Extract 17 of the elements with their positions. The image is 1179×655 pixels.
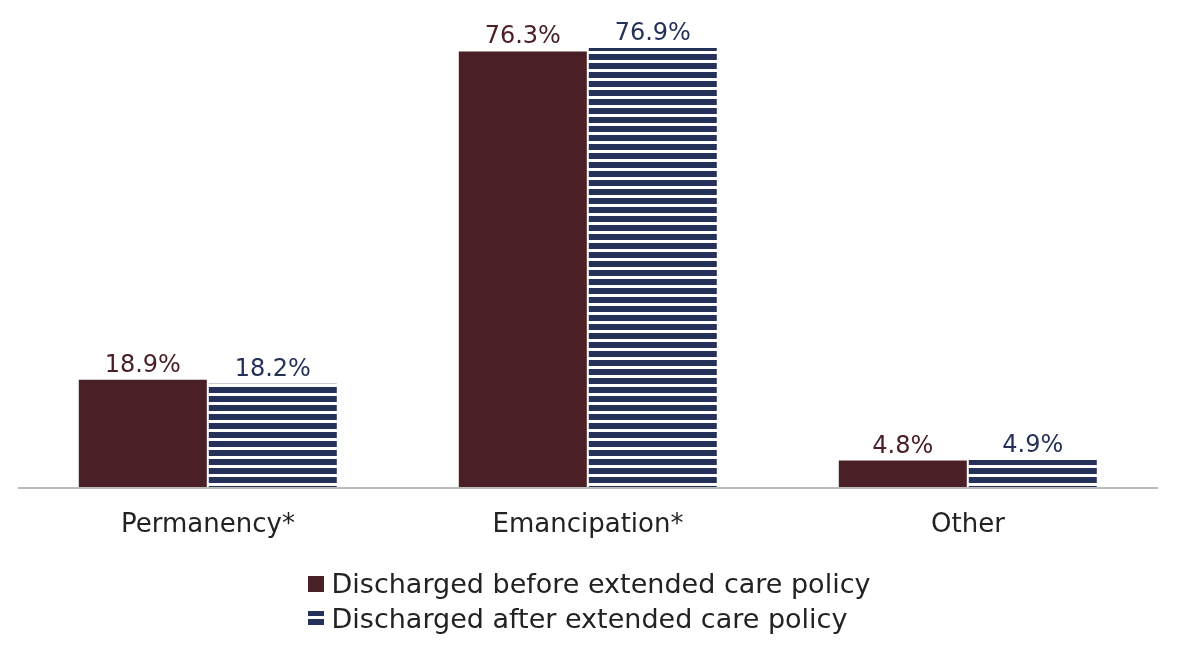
bar <box>208 383 337 488</box>
bar <box>458 51 587 488</box>
data-label: 18.2% <box>234 353 311 382</box>
data-label: 76.9% <box>614 18 691 46</box>
x-tick-label: Permanency* <box>121 508 295 539</box>
bar <box>968 459 1097 488</box>
x-tick-label: Emancipation* <box>492 508 684 539</box>
x-tick-label: Other <box>931 508 1006 539</box>
data-label: 76.3% <box>484 21 561 50</box>
bar <box>78 379 207 488</box>
legend-label: Discharged before extended care policy <box>331 568 871 599</box>
data-label: 4.8% <box>872 430 934 459</box>
legend-label: Discharged after extended care policy <box>331 603 848 634</box>
bar <box>838 460 967 488</box>
data-label: 18.9% <box>104 349 181 378</box>
bar <box>588 48 717 488</box>
data-label: 4.9% <box>1002 429 1064 458</box>
